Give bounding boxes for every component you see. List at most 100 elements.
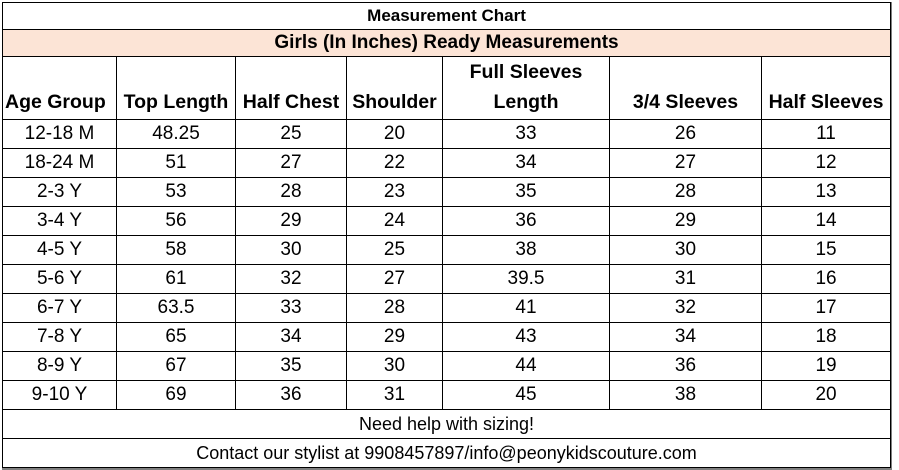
cell-half-sleeves: 14 bbox=[760, 206, 892, 236]
cell-shoulder: 29 bbox=[346, 322, 443, 352]
header-full-sleeves-length: Full Sleeves Length bbox=[442, 56, 610, 120]
cell-top-length: 69 bbox=[116, 380, 236, 410]
cell-shoulder: 31 bbox=[346, 380, 443, 410]
cell-age-group: 3-4 Y bbox=[2, 206, 117, 236]
cell-full-sleeves-length: 34 bbox=[442, 148, 610, 178]
cell-age-group: 6-7 Y bbox=[2, 293, 117, 323]
cell-age-group: 18-24 M bbox=[2, 148, 117, 178]
cell-shoulder: 27 bbox=[346, 264, 443, 294]
header-half-chest: Half Chest bbox=[235, 56, 347, 120]
table-row: 3-4 Y 56 29 24 36 29 14 bbox=[2, 206, 892, 236]
cell-top-length: 63.5 bbox=[116, 293, 236, 323]
table-row: 7-8 Y 65 34 29 43 34 18 bbox=[2, 322, 892, 352]
cell-three-quarter-sleeves: 30 bbox=[609, 235, 762, 265]
cell-full-sleeves-length: 35 bbox=[442, 177, 610, 207]
cell-shoulder: 20 bbox=[346, 119, 443, 149]
cell-half-sleeves: 17 bbox=[760, 293, 892, 323]
cell-age-group: 9-10 Y bbox=[2, 380, 117, 410]
cell-three-quarter-sleeves: 31 bbox=[609, 264, 762, 294]
cell-half-chest: 29 bbox=[235, 206, 347, 236]
cell-half-sleeves: 20 bbox=[760, 380, 892, 410]
cell-top-length: 51 bbox=[116, 148, 236, 178]
cell-half-sleeves: 12 bbox=[760, 148, 892, 178]
cell-half-sleeves: 19 bbox=[760, 351, 892, 381]
table-row: 5-6 Y 61 32 27 39.5 31 16 bbox=[2, 264, 892, 294]
table-row: 4-5 Y 58 30 25 38 30 15 bbox=[2, 235, 892, 265]
cell-half-chest: 28 bbox=[235, 177, 347, 207]
cell-half-sleeves: 15 bbox=[760, 235, 892, 265]
header-full-sleeves-line1: Full Sleeves bbox=[469, 61, 583, 83]
cell-top-length: 53 bbox=[116, 177, 236, 207]
cell-three-quarter-sleeves: 26 bbox=[609, 119, 762, 149]
title-row: Measurement Chart bbox=[1, 2, 892, 30]
cell-full-sleeves-length: 44 bbox=[442, 351, 610, 381]
cell-three-quarter-sleeves: 36 bbox=[609, 351, 762, 381]
table-row: 2-3 Y 53 28 23 35 28 13 bbox=[2, 177, 892, 207]
header-three-quarter-sleeves: 3/4 Sleeves bbox=[609, 56, 762, 120]
cell-full-sleeves-length: 38 bbox=[442, 235, 610, 265]
cell-shoulder: 28 bbox=[346, 293, 443, 323]
cell-half-chest: 35 bbox=[235, 351, 347, 381]
cell-age-group: 12-18 M bbox=[2, 119, 117, 149]
cell-three-quarter-sleeves: 38 bbox=[609, 380, 762, 410]
cell-half-chest: 27 bbox=[235, 148, 347, 178]
cell-top-length: 56 bbox=[116, 206, 236, 236]
cell-three-quarter-sleeves: 32 bbox=[609, 293, 762, 323]
chart-subtitle: Girls (In Inches) Ready Measurements bbox=[1, 29, 892, 57]
footer-help-row: Need help with sizing! bbox=[1, 409, 892, 439]
cell-full-sleeves-length: 36 bbox=[442, 206, 610, 236]
cell-three-quarter-sleeves: 27 bbox=[609, 148, 762, 178]
cell-age-group: 4-5 Y bbox=[2, 235, 117, 265]
cell-half-chest: 33 bbox=[235, 293, 347, 323]
cell-top-length: 48.25 bbox=[116, 119, 236, 149]
table-row: 9-10 Y 69 36 31 45 38 20 bbox=[2, 380, 892, 410]
cell-shoulder: 22 bbox=[346, 148, 443, 178]
header-half-sleeves: Half Sleeves bbox=[760, 56, 892, 120]
cell-top-length: 61 bbox=[116, 264, 236, 294]
cell-half-chest: 36 bbox=[235, 380, 347, 410]
cell-half-sleeves: 18 bbox=[760, 322, 892, 352]
cell-half-sleeves: 16 bbox=[760, 264, 892, 294]
header-age-group: Age Group bbox=[2, 56, 117, 120]
cell-half-chest: 32 bbox=[235, 264, 347, 294]
cell-age-group: 2-3 Y bbox=[2, 177, 117, 207]
cell-half-sleeves: 11 bbox=[760, 119, 892, 149]
cell-half-chest: 34 bbox=[235, 322, 347, 352]
header-full-sleeves-line2: Length bbox=[493, 91, 559, 113]
table-row: 12-18 M 48.25 25 20 33 26 11 bbox=[2, 119, 892, 149]
cell-age-group: 8-9 Y bbox=[2, 351, 117, 381]
cell-age-group: 7-8 Y bbox=[2, 322, 117, 352]
cell-full-sleeves-length: 45 bbox=[442, 380, 610, 410]
cell-full-sleeves-length: 39.5 bbox=[442, 264, 610, 294]
cell-full-sleeves-length: 43 bbox=[442, 322, 610, 352]
cell-three-quarter-sleeves: 29 bbox=[609, 206, 762, 236]
header-shoulder: Shoulder bbox=[346, 56, 443, 120]
cell-half-sleeves: 13 bbox=[760, 177, 892, 207]
chart-title: Measurement Chart bbox=[1, 2, 892, 30]
cell-top-length: 65 bbox=[116, 322, 236, 352]
table-row: 8-9 Y 67 35 30 44 36 19 bbox=[2, 351, 892, 381]
stylist-contact-text: Contact our stylist at 9908457897/info@p… bbox=[1, 438, 892, 468]
table-row: 6-7 Y 63.5 33 28 41 32 17 bbox=[2, 293, 892, 323]
cell-full-sleeves-length: 41 bbox=[442, 293, 610, 323]
cell-top-length: 58 bbox=[116, 235, 236, 265]
cell-three-quarter-sleeves: 28 bbox=[609, 177, 762, 207]
header-row: Age Group Top Length Half Chest Shoulder… bbox=[2, 56, 892, 120]
sizing-help-text: Need help with sizing! bbox=[1, 409, 892, 439]
cell-half-chest: 25 bbox=[235, 119, 347, 149]
cell-three-quarter-sleeves: 34 bbox=[609, 322, 762, 352]
cell-shoulder: 24 bbox=[346, 206, 443, 236]
footer-contact-row: Contact our stylist at 9908457897/info@p… bbox=[1, 438, 892, 468]
header-top-length: Top Length bbox=[116, 56, 236, 120]
cell-shoulder: 25 bbox=[346, 235, 443, 265]
cell-shoulder: 23 bbox=[346, 177, 443, 207]
table-row: 18-24 M 51 27 22 34 27 12 bbox=[2, 148, 892, 178]
cell-top-length: 67 bbox=[116, 351, 236, 381]
subtitle-row: Girls (In Inches) Ready Measurements bbox=[1, 29, 892, 57]
cell-half-chest: 30 bbox=[235, 235, 347, 265]
cell-age-group: 5-6 Y bbox=[2, 264, 117, 294]
cell-shoulder: 30 bbox=[346, 351, 443, 381]
cell-full-sleeves-length: 33 bbox=[442, 119, 610, 149]
